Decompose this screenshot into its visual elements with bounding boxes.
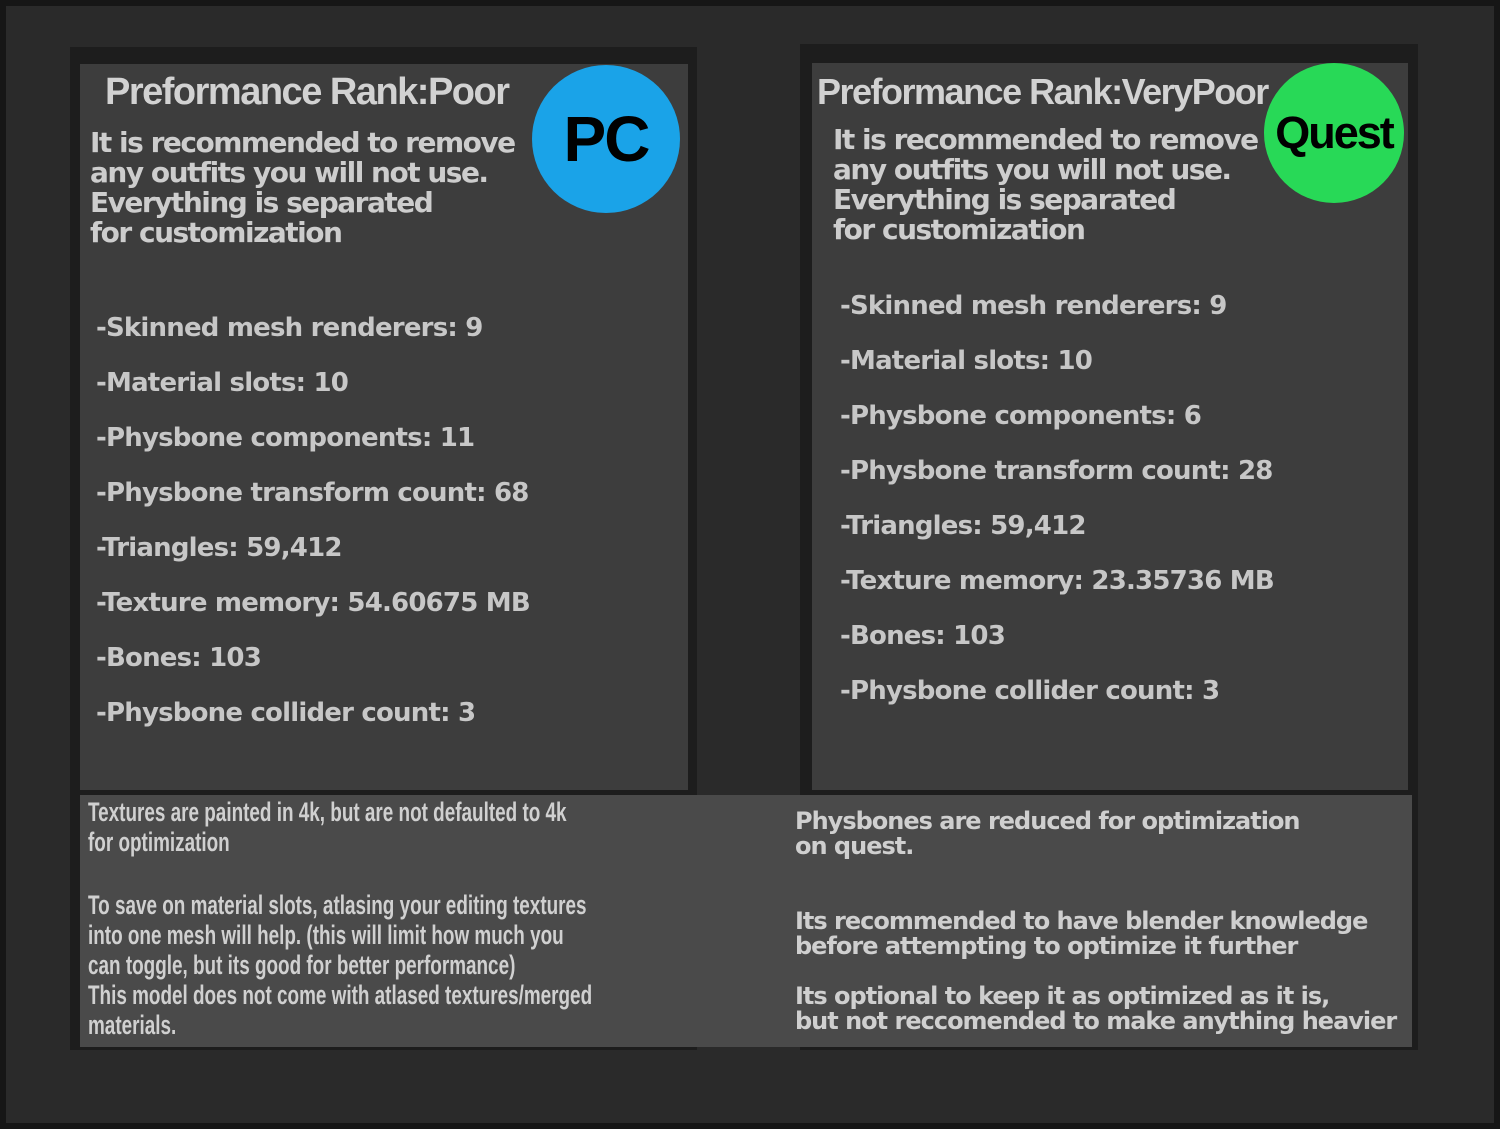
stat-item: -Triangles: 59,412: [840, 511, 1086, 541]
description-line: for customization: [833, 213, 1086, 246]
quest-badge: Quest: [1264, 63, 1404, 203]
note-line: Textures are painted in 4k, but are not …: [88, 797, 567, 827]
footer-notes-box: Textures are painted in 4k, but are not …: [80, 795, 1412, 1047]
quest-notes-paragraph: Physbones are reduced for optimization o…: [795, 807, 1301, 860]
note-line: To save on material slots, atlasing your…: [88, 890, 587, 920]
pc-stats-list: -Skinned mesh renderers: 9 -Material slo…: [96, 313, 531, 755]
stat-item: -Physbone transform count: 68: [96, 478, 529, 508]
stat-item: -Skinned mesh renderers: 9: [96, 313, 483, 343]
stat-item: -Physbone components: 11: [96, 423, 475, 453]
stat-item: -Bones: 103: [840, 621, 1006, 651]
note-line: Its optional to keep it as optimized as …: [795, 982, 1330, 1010]
stat-item: -Material slots: 10: [96, 368, 349, 398]
note-line: materials.: [88, 1010, 177, 1040]
note-line: can toggle, but its good for better perf…: [88, 950, 516, 980]
note-line: into one mesh will help. (this will limi…: [88, 920, 564, 950]
note-line: for optimization: [88, 827, 230, 857]
quest-badge-label: Quest: [1275, 107, 1395, 158]
stat-item: -Material slots: 10: [840, 346, 1093, 376]
stat-item: -Triangles: 59,412: [96, 533, 342, 563]
description-line: for customization: [90, 216, 343, 249]
pc-panel: Preformance Rank:Poor PC It is recommend…: [80, 64, 688, 790]
stat-item: -Texture memory: 23.35736 MB: [840, 566, 1275, 596]
description-line: Everything is separated: [833, 183, 1177, 216]
quest-stats-list: -Skinned mesh renderers: 9 -Material slo…: [840, 291, 1275, 733]
stat-item: -Physbone transform count: 28: [840, 456, 1273, 486]
description-line: It is recommended to remove: [833, 123, 1259, 156]
quest-panel-title: Preformance Rank:VeryPoor: [817, 71, 1269, 112]
quest-notes-paragraph: Its optional to keep it as optimized as …: [795, 982, 1397, 1035]
pc-badge-label: PC: [563, 103, 651, 175]
pc-notes-paragraph: To save on material slots, atlasing your…: [88, 890, 592, 1040]
quest-description: It is recommended to remove any outfits …: [833, 123, 1259, 246]
note-line: before attempting to optimize it further: [795, 932, 1298, 960]
pc-description: It is recommended to remove any outfits …: [90, 126, 516, 249]
note-line: but not reccomended to make anything hea…: [795, 1007, 1397, 1035]
stat-item: -Skinned mesh renderers: 9: [840, 291, 1227, 321]
description-line: any outfits you will not use.: [90, 156, 489, 189]
description-line: any outfits you will not use.: [833, 153, 1232, 186]
stat-item: -Bones: 103: [96, 643, 262, 673]
stat-item: -Physbone components: 6: [840, 401, 1202, 431]
quest-notes-paragraph: Its recommended to have blender knowledg…: [795, 907, 1368, 960]
note-line: Its recommended to have blender knowledg…: [795, 907, 1368, 935]
pc-notes-paragraph: Textures are painted in 4k, but are not …: [88, 797, 567, 857]
note-line: Physbones are reduced for optimization: [795, 807, 1301, 835]
note-line: on quest.: [795, 832, 914, 860]
pc-panel-title: Preformance Rank:Poor: [105, 71, 510, 113]
stat-item: -Texture memory: 54.60675 MB: [96, 588, 531, 618]
stat-item: -Physbone collider count: 3: [840, 676, 1220, 706]
note-line: This model does not come with atlased te…: [88, 980, 593, 1010]
stat-item: -Physbone collider count: 3: [96, 698, 476, 728]
quest-panel: Preformance Rank:VeryPoor Quest It is re…: [812, 63, 1408, 790]
description-line: It is recommended to remove: [90, 126, 516, 159]
description-line: Everything is separated: [90, 186, 434, 219]
pc-badge: PC: [532, 65, 680, 213]
